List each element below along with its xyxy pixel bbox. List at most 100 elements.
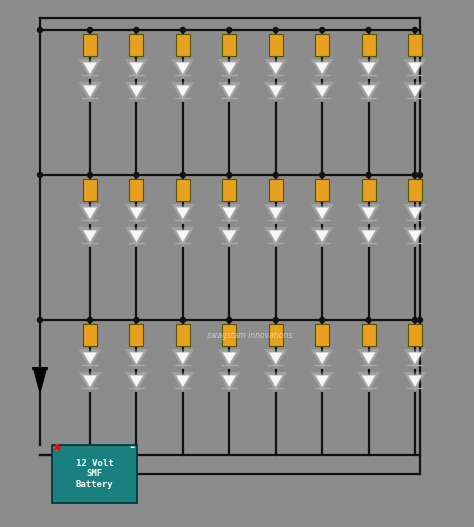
Polygon shape <box>82 85 98 97</box>
Text: +: + <box>53 443 61 453</box>
Polygon shape <box>222 230 237 243</box>
Polygon shape <box>357 227 380 247</box>
Polygon shape <box>79 227 101 247</box>
Polygon shape <box>222 375 237 388</box>
Polygon shape <box>172 59 194 79</box>
Bar <box>176 179 190 201</box>
Circle shape <box>181 317 185 323</box>
Polygon shape <box>172 204 194 224</box>
Polygon shape <box>408 207 422 220</box>
Circle shape <box>366 27 371 33</box>
Bar <box>408 324 422 346</box>
Circle shape <box>418 317 422 323</box>
Polygon shape <box>357 59 380 79</box>
Polygon shape <box>222 62 237 75</box>
Bar <box>222 179 236 201</box>
Circle shape <box>412 317 418 323</box>
Polygon shape <box>310 227 334 247</box>
Polygon shape <box>357 82 380 102</box>
Polygon shape <box>403 59 427 79</box>
Polygon shape <box>125 59 148 79</box>
Polygon shape <box>310 349 334 369</box>
Polygon shape <box>175 85 191 97</box>
Polygon shape <box>125 349 148 369</box>
Bar <box>52 445 137 503</box>
Polygon shape <box>129 375 144 388</box>
Polygon shape <box>315 207 329 220</box>
Polygon shape <box>218 372 241 392</box>
Bar <box>408 179 422 201</box>
Polygon shape <box>175 352 191 365</box>
Polygon shape <box>268 375 283 388</box>
Polygon shape <box>315 230 329 243</box>
Polygon shape <box>125 204 148 224</box>
Polygon shape <box>172 227 194 247</box>
Bar <box>269 34 283 56</box>
Polygon shape <box>129 230 144 243</box>
Bar <box>315 179 329 201</box>
Polygon shape <box>268 352 283 365</box>
Bar <box>269 324 283 346</box>
Polygon shape <box>175 62 191 75</box>
Circle shape <box>88 27 92 33</box>
Circle shape <box>181 172 185 178</box>
Polygon shape <box>175 375 191 388</box>
Polygon shape <box>82 375 98 388</box>
Polygon shape <box>218 349 241 369</box>
Bar <box>362 324 375 346</box>
Circle shape <box>273 172 278 178</box>
Polygon shape <box>310 59 334 79</box>
Polygon shape <box>264 59 287 79</box>
Circle shape <box>134 27 139 33</box>
Polygon shape <box>357 204 380 224</box>
Polygon shape <box>222 207 237 220</box>
Circle shape <box>273 317 278 323</box>
Text: swagstam innovations: swagstam innovations <box>207 330 292 339</box>
Polygon shape <box>310 372 334 392</box>
Polygon shape <box>129 352 144 365</box>
Polygon shape <box>315 85 329 97</box>
Bar <box>176 324 190 346</box>
Circle shape <box>37 27 43 33</box>
Bar <box>315 324 329 346</box>
Polygon shape <box>172 372 194 392</box>
Polygon shape <box>403 349 427 369</box>
Polygon shape <box>125 82 148 102</box>
Polygon shape <box>172 349 194 369</box>
Polygon shape <box>222 85 237 97</box>
Circle shape <box>273 27 278 33</box>
Polygon shape <box>361 375 376 388</box>
Circle shape <box>366 317 371 323</box>
Circle shape <box>37 317 43 323</box>
Bar <box>269 179 283 201</box>
Polygon shape <box>361 352 376 365</box>
Circle shape <box>319 27 325 33</box>
Polygon shape <box>129 207 144 220</box>
Circle shape <box>412 172 418 178</box>
Circle shape <box>88 317 92 323</box>
Polygon shape <box>79 372 101 392</box>
Polygon shape <box>172 82 194 102</box>
Polygon shape <box>218 227 241 247</box>
Polygon shape <box>403 372 427 392</box>
Bar <box>129 324 144 346</box>
Polygon shape <box>175 207 191 220</box>
Polygon shape <box>268 62 283 75</box>
Bar <box>83 179 97 201</box>
Polygon shape <box>361 230 376 243</box>
Polygon shape <box>403 82 427 102</box>
Polygon shape <box>125 227 148 247</box>
Polygon shape <box>79 349 101 369</box>
Polygon shape <box>408 85 422 97</box>
Polygon shape <box>361 207 376 220</box>
Polygon shape <box>82 62 98 75</box>
Polygon shape <box>264 82 287 102</box>
Polygon shape <box>34 368 46 392</box>
Bar <box>222 34 236 56</box>
Polygon shape <box>310 204 334 224</box>
Text: 12 Volt
SMF
Battery: 12 Volt SMF Battery <box>76 459 113 489</box>
Polygon shape <box>361 62 376 75</box>
Polygon shape <box>125 372 148 392</box>
Circle shape <box>366 172 371 178</box>
Circle shape <box>134 172 139 178</box>
